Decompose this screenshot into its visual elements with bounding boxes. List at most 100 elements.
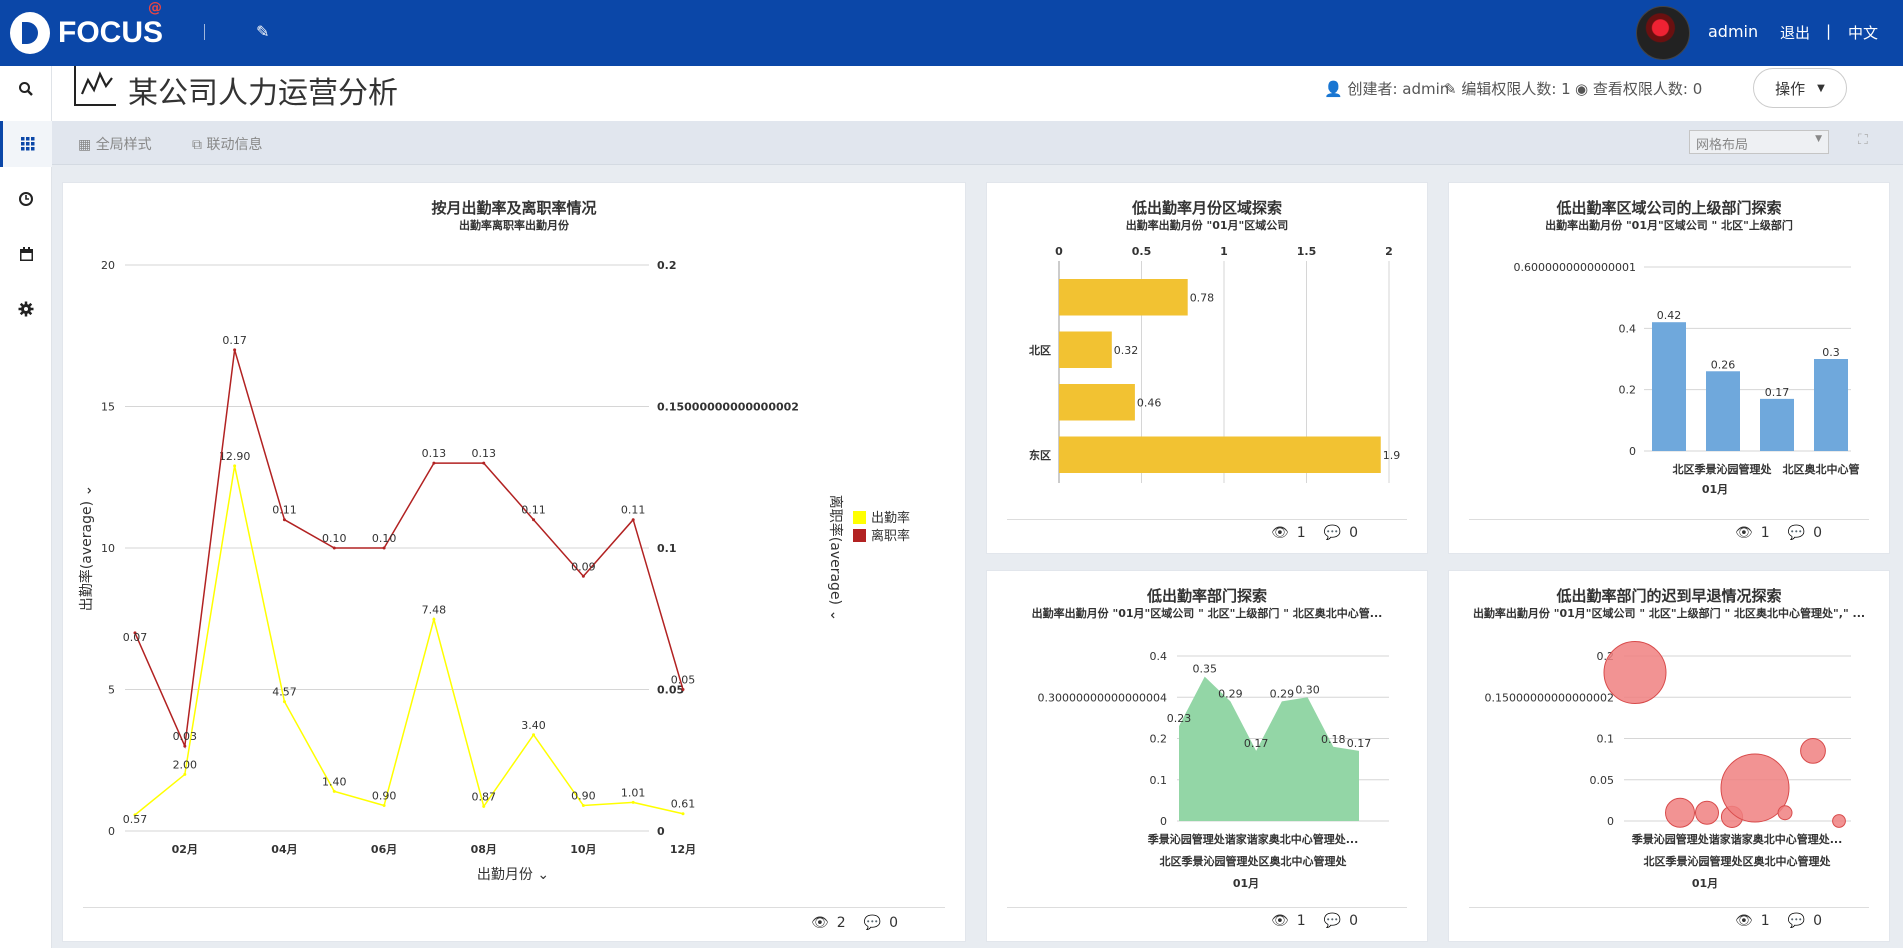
creator-text: 创建者: admin: [1347, 80, 1450, 98]
data-label: 12.90: [219, 450, 251, 463]
focus-logo[interactable]: FOCUS: [10, 12, 163, 54]
comment-icon[interactable]: 💬: [1787, 525, 1806, 541]
logo-sup: @: [148, 0, 162, 16]
card-footer-divider: [1007, 519, 1407, 520]
data-point: [631, 518, 635, 522]
bar-value-label: 0.32: [1114, 344, 1139, 357]
eye-icon[interactable]: 👁: [1271, 913, 1289, 929]
x-tick-label: 北区季景沁园管理处区奥北中心管理处: [1644, 854, 1832, 868]
bubble: [1720, 753, 1790, 823]
eye-icon[interactable]: 👁: [1735, 525, 1753, 541]
data-label: 0.61: [671, 798, 696, 811]
eye-icon[interactable]: 👁: [1735, 913, 1753, 929]
legend-swatch: [853, 529, 866, 542]
y-tick-label: 0: [1160, 815, 1167, 828]
data-label: 0.09: [571, 560, 596, 573]
y-tick-label: 0.4: [1150, 650, 1168, 663]
bubble-chart[interactable]: 00.050.10.150000000000000020.2季景沁园管理处谐家谐…: [1449, 571, 1891, 906]
edit-icon[interactable]: ✎: [256, 22, 270, 41]
data-label: 0.35: [1192, 663, 1217, 676]
x-tick-label: 1: [1220, 245, 1228, 258]
card-low-dept-explore: 低出勤率部门探索 出勤率出勤月份 "01月"区域公司 " 北区"上级部门 " 北…: [986, 570, 1428, 942]
column-chart[interactable]: 0 0.2 0.4 0.6000000000000001 0.42 0.26 0.17 0.3…: [1449, 183, 1891, 513]
data-point: [482, 461, 486, 465]
bar-value-label: 0.42: [1657, 309, 1682, 322]
data-label: 0.07: [123, 631, 148, 644]
comment-icon[interactable]: 💬: [863, 915, 882, 931]
fullscreen-icon[interactable]: ⛶: [1858, 132, 1868, 148]
data-point: [133, 631, 137, 635]
username[interactable]: admin: [1708, 22, 1759, 41]
view-count: 1: [1760, 525, 1770, 541]
data-label: 0.90: [571, 790, 596, 803]
card-dept-explore: 低出勤率区域公司的上级部门探索 出勤率出勤月份 "01月"区域公司 " 北区"上…: [1448, 182, 1890, 554]
global-style-button[interactable]: ▦ 全局样式: [78, 134, 152, 154]
data-point: [681, 812, 685, 816]
avatar[interactable]: [1636, 6, 1690, 60]
bubble: [1695, 800, 1719, 825]
data-point: [133, 813, 137, 817]
data-label: 0.18: [1321, 733, 1346, 746]
sidebar-item-dashboard[interactable]: [0, 121, 52, 167]
data-label: 0.11: [621, 504, 646, 517]
data-label: 0.23: [1167, 712, 1192, 725]
dashboard-chart-icon: [74, 66, 116, 106]
data-label: 0.17: [1244, 737, 1269, 750]
eye-icon[interactable]: 👁: [1271, 525, 1289, 541]
x-tick-label: 08月: [471, 843, 497, 856]
sidebar-item-search[interactable]: [0, 66, 52, 112]
data-label: 1.40: [322, 775, 347, 788]
x-tick-label: 06月: [371, 843, 397, 856]
x-axis-label: 出勤月份 ⌄: [477, 867, 549, 883]
external-link-icon: ⧉: [192, 137, 202, 153]
data-point: [482, 804, 486, 808]
data-label: 0.17: [222, 334, 247, 347]
card-stats: 👁 1 💬 0: [1271, 525, 1358, 541]
bar: [1059, 436, 1381, 473]
data-label: 0.30: [1295, 683, 1320, 696]
bubble: [1777, 805, 1793, 821]
y-tick-label: 0.30000000000000004: [1038, 691, 1167, 704]
comment-count: 0: [1349, 525, 1359, 541]
sidebar-item-calendar[interactable]: [0, 231, 52, 277]
eye-icon[interactable]: 👁: [811, 915, 829, 931]
view-count-text: 查看权限人数: 0: [1592, 80, 1703, 98]
comment-count: 0: [1813, 913, 1823, 929]
operations-button[interactable]: 操作 ▼: [1753, 68, 1847, 108]
bar: [1706, 371, 1740, 451]
horizontal-bar-chart[interactable]: 0 0.5 1 1.5 2 0.78 0.32 北区 0.46 1.9 东区: [987, 183, 1429, 513]
x-tick-label: 10月: [570, 843, 596, 856]
bar-value-label: 0.78: [1190, 291, 1215, 304]
comment-count: 0: [1813, 525, 1823, 541]
view-permission-info: ◉ 查看权限人数: 0: [1575, 78, 1702, 99]
card-title: 低出勤率部门的迟到早退情况探索: [1556, 587, 1782, 605]
y2-tick-label: 0.15000000000000002: [657, 401, 799, 414]
language-switch[interactable]: 中文: [1848, 24, 1879, 42]
area-chart[interactable]: 00.10.20.300000000000000040.40.230.350.2…: [987, 571, 1429, 906]
line-chart[interactable]: 0 0 5 0.05 10 0.1 15 0.15000000000000002 20 0.2 02…: [63, 183, 967, 903]
data-label: 3.40: [521, 719, 546, 732]
comment-icon[interactable]: 💬: [1323, 525, 1342, 541]
logout-link[interactable]: 退出: [1780, 24, 1811, 42]
data-point: [183, 772, 187, 776]
x-group-label: 01月: [1233, 877, 1259, 890]
grid-icon: ▦: [78, 137, 92, 153]
comment-icon[interactable]: 💬: [1787, 913, 1806, 929]
data-label: 0.57: [123, 813, 148, 826]
sidebar-item-history[interactable]: [0, 176, 52, 222]
y-tick-label: 5: [108, 684, 115, 697]
link-info-button[interactable]: ⧉ 联动信息: [192, 134, 262, 154]
x-tick-label: 0: [1055, 245, 1063, 258]
layout-select[interactable]: 网格布局 ▼: [1689, 130, 1829, 154]
data-label: 0.11: [521, 504, 546, 517]
bubble: [1800, 737, 1826, 764]
card-title: 低出勤率月份区域探索: [1131, 199, 1282, 217]
comment-icon[interactable]: 💬: [1323, 913, 1342, 929]
bar-value-label: 0.17: [1765, 386, 1790, 399]
data-label: 7.48: [422, 603, 447, 616]
clock-icon: [19, 192, 33, 206]
x-group-label: 01月: [1702, 483, 1728, 496]
logo-text: FOCUS: [58, 16, 163, 49]
data-point: [282, 700, 286, 704]
sidebar-item-settings[interactable]: [0, 286, 52, 332]
